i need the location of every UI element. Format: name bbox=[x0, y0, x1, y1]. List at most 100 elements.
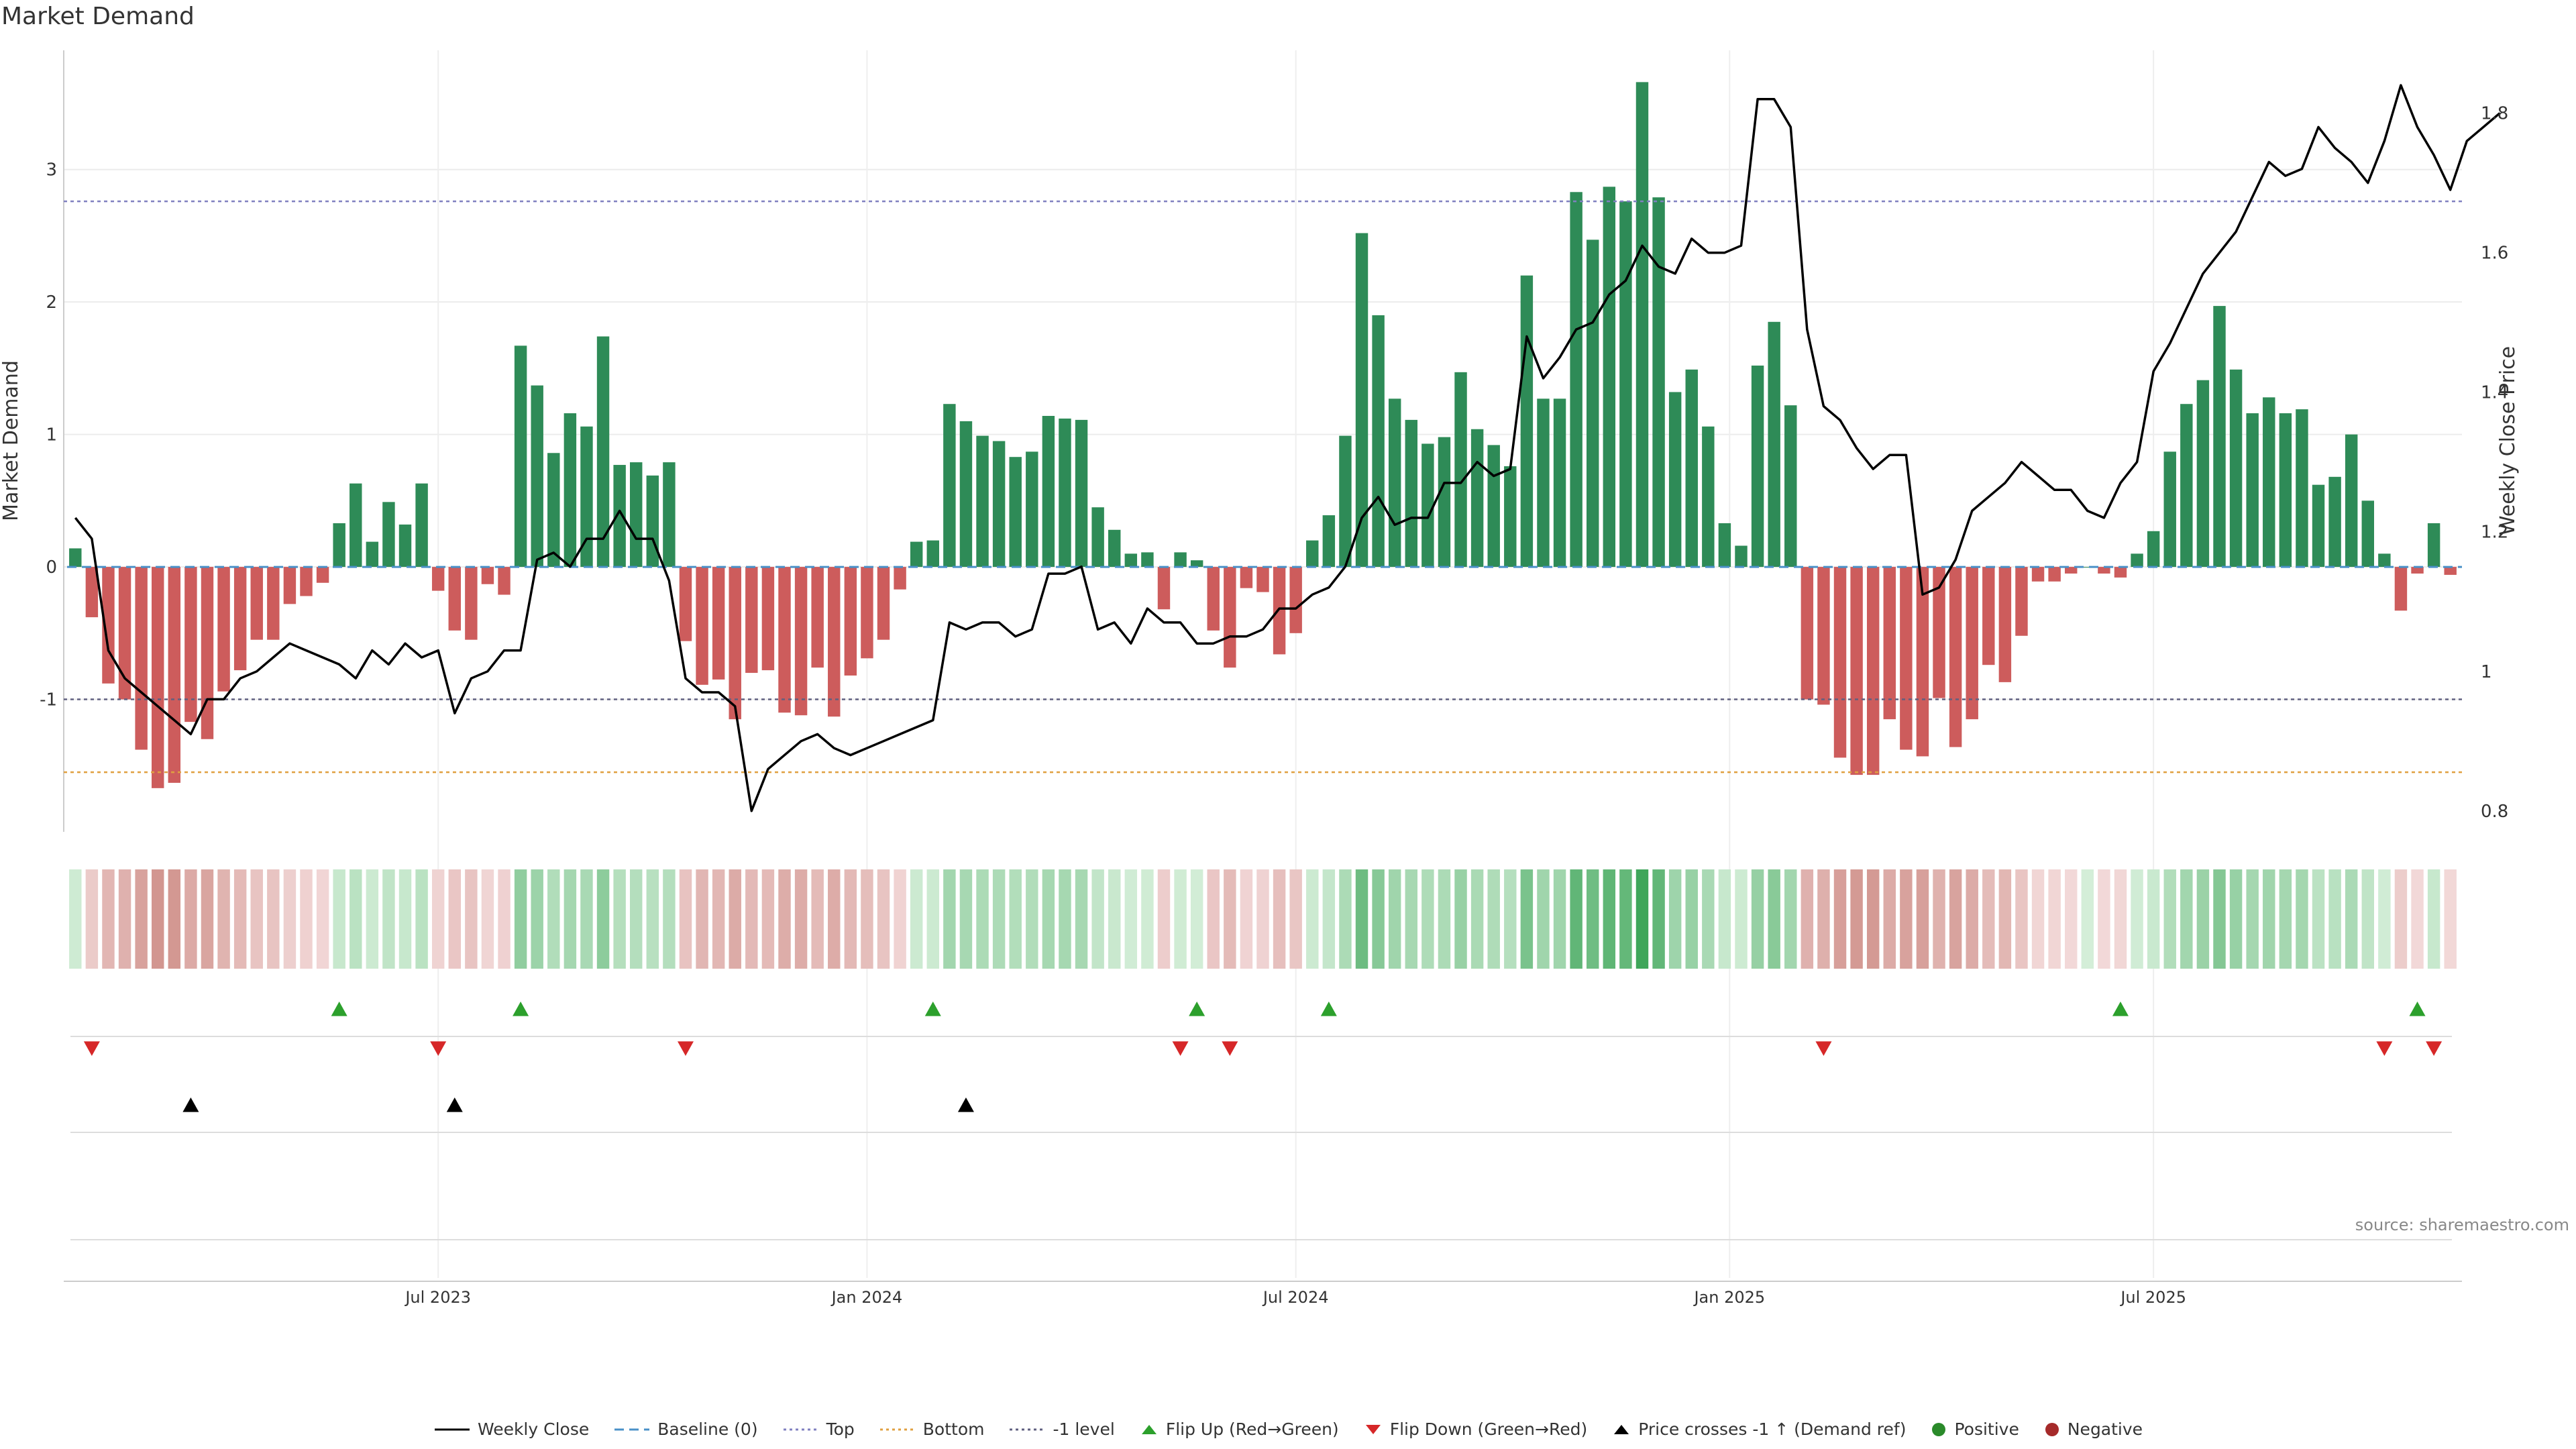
heat-cell bbox=[333, 869, 345, 969]
heat-cell bbox=[1256, 869, 1269, 969]
x-tick-label: Jul 2024 bbox=[1262, 1288, 1329, 1307]
heat-cell bbox=[1817, 869, 1830, 969]
flip-down-marker bbox=[1172, 1041, 1189, 1056]
heat-cell bbox=[1916, 869, 1929, 969]
negative-bar bbox=[2048, 567, 2061, 582]
grid-lines bbox=[64, 50, 2462, 1278]
heat-cell bbox=[184, 869, 197, 969]
heat-cell bbox=[2163, 869, 2176, 969]
heat-cell bbox=[2328, 869, 2341, 969]
negative-bar bbox=[1157, 567, 1171, 610]
heat-cell bbox=[135, 869, 148, 969]
flip-up-marker bbox=[513, 1002, 529, 1016]
positive-bar bbox=[1504, 466, 1517, 568]
legend-baseline: Baseline (0) bbox=[613, 1419, 758, 1439]
legend-minus-one: -1 level bbox=[1008, 1419, 1115, 1439]
axes bbox=[63, 50, 2462, 1282]
heat-cell bbox=[1224, 869, 1236, 969]
positive-bar bbox=[1470, 429, 1484, 568]
negative-bar bbox=[465, 567, 478, 640]
legend-label: Bottom bbox=[922, 1419, 985, 1439]
positive-bar bbox=[1174, 552, 1187, 568]
heat-cell bbox=[1421, 869, 1434, 969]
heat-cell bbox=[1587, 869, 1599, 969]
flip-down-marker bbox=[1815, 1041, 1832, 1056]
reference-lines bbox=[64, 200, 2462, 773]
positive-bar bbox=[2081, 567, 2094, 568]
heat-cell bbox=[976, 869, 989, 969]
negative-bar bbox=[794, 567, 808, 716]
heat-cell bbox=[1470, 869, 1484, 969]
positive-bar bbox=[1388, 398, 1401, 568]
positive-bar bbox=[1570, 192, 1582, 568]
negative-bar bbox=[1966, 567, 1978, 720]
heat-cell bbox=[992, 869, 1006, 969]
positive-bar bbox=[1306, 540, 1319, 568]
heat-cell bbox=[910, 869, 923, 969]
heat-cell bbox=[2411, 869, 2424, 969]
positive-bar bbox=[943, 404, 956, 568]
heat-cell bbox=[1998, 869, 2012, 969]
heat-cell bbox=[1091, 869, 1104, 969]
negative-bar bbox=[267, 567, 280, 640]
negative-bar bbox=[679, 567, 692, 641]
legend: Weekly Close Baseline (0) Top Bottom -1 … bbox=[0, 1419, 2576, 1439]
heat-cell bbox=[1240, 869, 1253, 969]
heat-cell bbox=[2444, 869, 2457, 969]
flip-down-marker bbox=[2376, 1041, 2393, 1056]
positive-bar bbox=[926, 540, 939, 568]
positive-bar bbox=[333, 523, 345, 568]
heat-cell bbox=[564, 869, 577, 969]
negative-bar bbox=[745, 567, 758, 674]
y2-tick-label: 1.6 bbox=[2481, 244, 2508, 264]
heat-cell bbox=[794, 869, 808, 969]
heat-cell bbox=[729, 869, 741, 969]
heat-cell bbox=[1487, 869, 1500, 969]
heat-cell bbox=[1059, 869, 1071, 969]
heat-cell bbox=[1108, 869, 1121, 969]
heat-cell bbox=[300, 869, 313, 969]
negative-bar bbox=[233, 567, 247, 671]
heat-cell bbox=[382, 869, 395, 969]
positive-bar bbox=[1124, 553, 1138, 568]
heat-cell bbox=[102, 869, 115, 969]
heat-cell bbox=[894, 869, 906, 969]
heat-cell bbox=[959, 869, 973, 969]
heat-cell bbox=[2131, 869, 2143, 969]
negative-bar bbox=[1289, 567, 1302, 633]
y2-tick-label: 1.2 bbox=[2481, 523, 2508, 543]
legend-label: -1 level bbox=[1053, 1419, 1115, 1439]
heat-cell bbox=[1026, 869, 1038, 969]
negative-bar bbox=[1883, 567, 1896, 720]
legend-label: Negative bbox=[2067, 1419, 2143, 1439]
heat-cell bbox=[2427, 869, 2440, 969]
heat-cell bbox=[1174, 869, 1187, 969]
heat-cell bbox=[778, 869, 791, 969]
heat-cell bbox=[1520, 869, 1534, 969]
positive-bar bbox=[959, 421, 973, 568]
y2-tick-label: 0.8 bbox=[2481, 802, 2508, 822]
heat-cell bbox=[1306, 869, 1319, 969]
positive-bar bbox=[1042, 415, 1055, 568]
heat-cell bbox=[1570, 869, 1582, 969]
negative-bar bbox=[844, 567, 857, 676]
positive-bar bbox=[350, 483, 362, 568]
heat-cell bbox=[1900, 869, 1913, 969]
positive-bar bbox=[1735, 545, 1748, 568]
positive-bar bbox=[2263, 397, 2275, 568]
event-markers bbox=[83, 1002, 2443, 1112]
positive-bar bbox=[514, 345, 527, 568]
positive-bar bbox=[1091, 507, 1104, 568]
heat-cell bbox=[201, 869, 214, 969]
positive-bar bbox=[1059, 418, 1071, 568]
heat-cell bbox=[431, 869, 445, 969]
heat-cell bbox=[398, 869, 412, 969]
heat-cell bbox=[646, 869, 659, 969]
heat-cell bbox=[1735, 869, 1748, 969]
legend-bottom: Bottom bbox=[879, 1419, 985, 1439]
legend-weekly-close: Weekly Close bbox=[433, 1419, 589, 1439]
heat-cell bbox=[1966, 869, 1978, 969]
x-tick-label: Jul 2023 bbox=[404, 1288, 471, 1307]
positive-bar bbox=[2246, 413, 2259, 568]
positive-bar bbox=[2163, 451, 2176, 568]
